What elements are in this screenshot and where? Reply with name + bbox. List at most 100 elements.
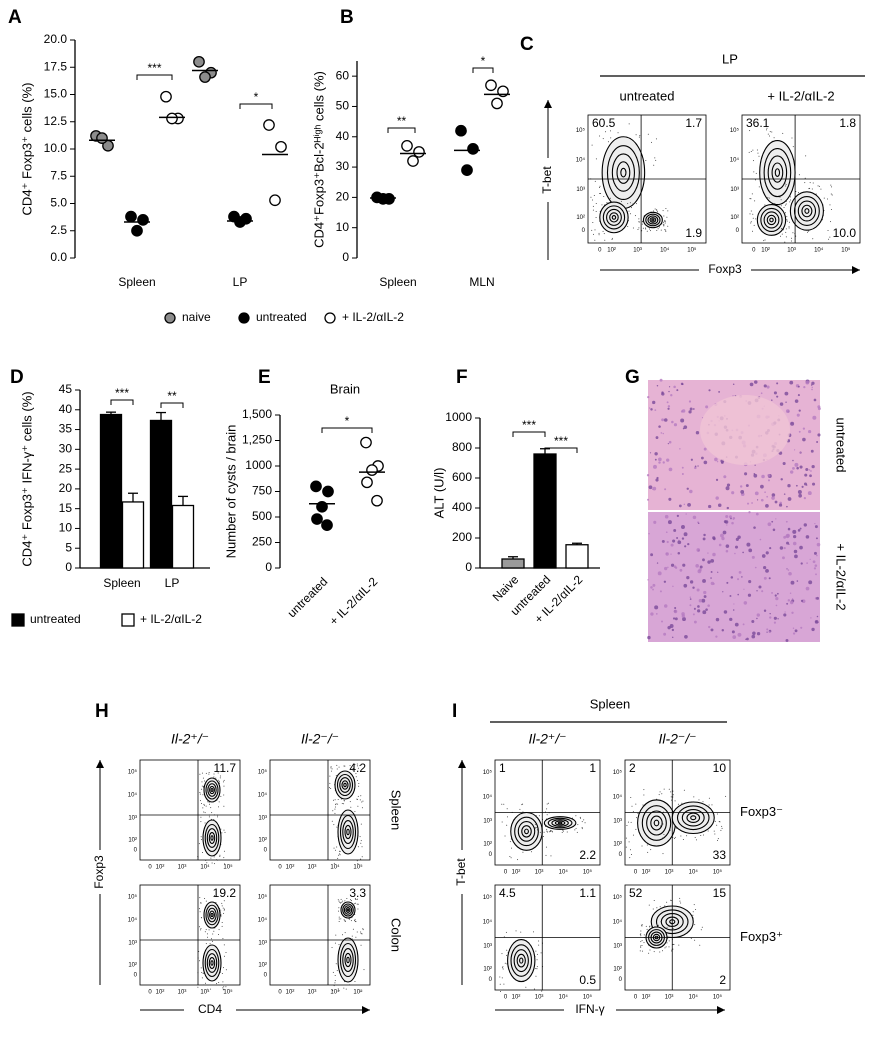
data-point: [193, 55, 205, 68]
data-point: [234, 216, 246, 228]
event-dot: [330, 787, 332, 789]
histology-texture: [681, 472, 684, 475]
histology-texture: [652, 583, 656, 587]
contour: [204, 948, 220, 978]
event-dot: [511, 847, 513, 849]
event-dot: [692, 911, 694, 913]
event-dot: [659, 906, 661, 908]
histology-texture: [655, 478, 659, 482]
event-dot: [768, 135, 770, 137]
histology-texture: [784, 611, 786, 613]
event-dot: [779, 235, 781, 237]
legend-label: untreated: [30, 612, 81, 626]
event-dot: [522, 851, 524, 853]
event-dot: [219, 854, 221, 856]
x-tick-label: 10³: [665, 870, 674, 876]
event-dot: [630, 849, 632, 851]
event-dot: [757, 152, 759, 154]
event-dot: [344, 900, 346, 902]
event-dot: [361, 846, 363, 848]
histology-texture: [647, 579, 649, 581]
histology-texture: [710, 628, 714, 632]
x-tick-label: 10⁴: [689, 994, 699, 1001]
significance-bracket: [472, 67, 494, 73]
event-dot: [655, 159, 657, 161]
event-dot: [668, 788, 670, 790]
y-tick-label: 15: [59, 501, 73, 515]
event-dot: [199, 800, 201, 802]
histology-texture: [654, 409, 657, 412]
legend-label: + IL-2/αIL-2: [342, 310, 404, 324]
histology-texture: [767, 473, 771, 477]
histology-texture: [695, 431, 700, 435]
histology-texture: [746, 637, 749, 641]
event-dot: [674, 800, 676, 802]
histology-texture: [791, 598, 794, 600]
histology-texture: [751, 502, 753, 504]
x-tick-label: 10³: [633, 248, 642, 254]
histology-texture: [775, 518, 777, 520]
data-point: [166, 112, 178, 125]
event-dot: [651, 141, 653, 143]
event-dot: [216, 859, 218, 861]
contour: [611, 153, 635, 192]
histology-texture: [683, 583, 688, 588]
event-dot: [792, 232, 794, 234]
histology-texture: [671, 636, 674, 639]
event-dot: [791, 237, 793, 239]
event-dot: [643, 942, 645, 944]
event-dot: [579, 816, 581, 818]
histology-texture: [705, 405, 709, 409]
histology-texture: [765, 503, 769, 508]
contour: [602, 205, 626, 230]
event-dot: [336, 826, 338, 828]
histology-texture: [667, 405, 671, 408]
histology-texture: [775, 604, 778, 607]
histology-texture: [696, 588, 700, 592]
histology-texture: [789, 592, 792, 595]
flow-header: LP: [722, 51, 738, 66]
histology-texture: [786, 541, 789, 545]
histology-texture: [785, 520, 788, 523]
histology-texture: [712, 582, 715, 585]
event-dot: [666, 942, 668, 944]
event-dot: [217, 772, 219, 774]
event-dot: [654, 157, 656, 159]
event-dot: [211, 812, 213, 814]
data-point: [322, 485, 334, 498]
event-dot: [210, 938, 212, 940]
event-dot: [648, 904, 650, 906]
x-tick-label: 0: [634, 870, 638, 876]
histology-texture: [754, 566, 757, 569]
event-dot: [662, 950, 664, 952]
quadrant-value: 11.7: [214, 761, 237, 775]
histology-texture: [748, 548, 753, 553]
event-dot: [664, 905, 666, 907]
event-dot: [205, 860, 207, 862]
histology-texture: [684, 634, 688, 639]
histology-texture: [760, 498, 764, 502]
event-dot: [627, 821, 629, 823]
histology-texture: [774, 594, 777, 597]
event-dot: [506, 954, 508, 956]
histology-texture: [715, 635, 718, 638]
histology-texture: [740, 490, 745, 494]
event-dot: [354, 902, 356, 904]
event-dot: [344, 932, 346, 934]
contour: [547, 817, 573, 829]
histology-texture: [760, 484, 764, 489]
event-dot: [356, 765, 358, 767]
histology-texture: [764, 491, 766, 494]
histology-texture: [658, 457, 662, 462]
event-dot: [601, 204, 603, 206]
histology-texture: [808, 469, 811, 471]
y-tick-label: 10⁵: [730, 127, 740, 134]
event-dot: [545, 846, 547, 848]
event-dot: [334, 974, 336, 976]
event-dot: [204, 898, 206, 900]
histology-texture: [732, 383, 735, 386]
histology-texture: [734, 545, 739, 549]
event-dot: [336, 764, 338, 766]
panel-letter: D: [10, 367, 24, 388]
event-dot: [640, 945, 642, 947]
